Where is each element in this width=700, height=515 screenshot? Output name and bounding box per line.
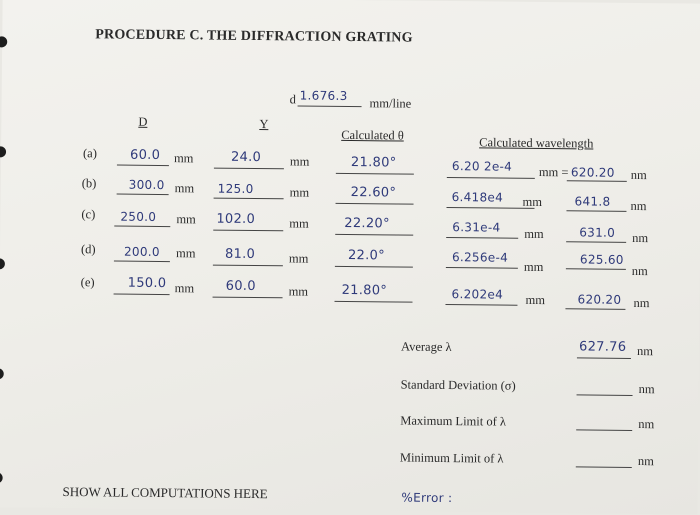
wavelength-nm-unit: nm	[630, 198, 647, 214]
y-value: 81.0	[224, 246, 256, 263]
wavelength-nm: 641.8	[574, 194, 611, 209]
max-limit-label: Maximum Limit of λ	[400, 413, 507, 429]
header-theta: Calculated θ	[341, 127, 404, 143]
d-unit: mm	[174, 181, 195, 196]
d-value: 60.0	[129, 147, 161, 164]
y-unit: mm	[288, 284, 309, 299]
row-label: (b)	[81, 176, 97, 191]
header-wavelength: Calculated wavelength	[479, 135, 594, 151]
theta-value: 22.60°	[350, 185, 397, 201]
std-dev-unit: nm	[638, 382, 655, 397]
d-unit: mm	[173, 151, 194, 166]
wavelength-nm: 620.20	[570, 165, 615, 180]
binder-hole	[0, 368, 4, 380]
d-unit: mm	[175, 246, 196, 261]
binder-hole	[0, 36, 8, 48]
percent-error-note: %Error :	[401, 490, 453, 506]
row-label: (e)	[80, 275, 95, 290]
y-unit: mm	[288, 251, 309, 266]
wavelength-mm-unit: mm	[522, 194, 543, 210]
wavelength-mm-unit: mm	[523, 259, 544, 275]
y-value: 24.0	[230, 149, 262, 166]
wavelength-nm-unit: nm	[630, 167, 647, 183]
y-value: 102.0	[216, 211, 256, 228]
max-limit-unit: nm	[638, 417, 655, 432]
d-value: 300.0	[128, 177, 165, 193]
wavelength-mm-unit: mm =	[538, 164, 569, 180]
wavelength-nm: 620.20	[577, 292, 622, 307]
wavelength-mm: 6.418e4	[451, 190, 504, 205]
wavelength-nm-unit: nm	[631, 263, 648, 279]
table-row: (d) 200.0 mm 81.0 mm 22.0° 6.256e-4 mm 6…	[3, 0, 700, 278]
wavelength-nm: 625.60	[579, 252, 624, 267]
y-unit: mm	[289, 154, 310, 169]
binder-holes	[0, 0, 11, 507]
theta-value: 21.80°	[341, 282, 388, 299]
min-limit-unit: nm	[637, 454, 654, 469]
table-row: (e) 150.0 mm 60.0 mm 21.80° 6.202e4 mm 6…	[3, 0, 700, 310]
y-unit: mm	[289, 185, 310, 200]
binder-hole	[0, 258, 5, 270]
row-label: (a)	[82, 146, 97, 161]
page-title: PROCEDURE C. THE DIFFRACTION GRATING	[95, 27, 413, 46]
table-row: (a) 60.0 mm 24.0 mm 21.80° 6.20 2e-4 mm …	[3, 0, 700, 182]
d-unit: mm	[174, 281, 195, 296]
d-value: 250.0	[120, 209, 157, 224]
y-value: 125.0	[217, 181, 254, 196]
wavelength-mm: 6.256e-4	[451, 250, 509, 265]
d-unit: mm	[176, 212, 196, 227]
y-value: 60.0	[225, 278, 256, 295]
average-value: 627.76	[578, 339, 627, 355]
d-value: 200.0	[123, 244, 160, 260]
d-value: 150.0	[127, 275, 167, 292]
d-value: 1.676.3	[299, 88, 348, 103]
wavelength-mm: 6.20 2e-4	[451, 159, 513, 174]
table-row: (c) 250.0 mm 102.0 mm 22.20° 6.31e-4 mm …	[3, 0, 700, 245]
row-label: (c)	[81, 207, 96, 222]
wavelength-nm-unit: nm	[633, 295, 650, 311]
binder-hole	[0, 472, 3, 484]
d-unit: mm/line	[369, 96, 412, 111]
theta-value: 22.0°	[347, 247, 386, 264]
wavelength-mm-unit: mm	[524, 226, 544, 242]
header-d: D	[138, 114, 148, 129]
header-y: Y	[259, 117, 269, 132]
y-unit: mm	[289, 216, 309, 231]
table-row: (b) 300.0 mm 125.0 mm 22.60° 6.418e4 mm …	[3, 0, 700, 213]
wavelength-nm: 631.0	[579, 225, 616, 240]
wavelength-mm: 6.31e-4	[452, 220, 501, 235]
wavelength-nm-unit: nm	[632, 230, 649, 246]
min-limit-label: Minimum Limit of λ	[399, 450, 504, 466]
computations-heading: SHOW ALL COMPUTATIONS HERE	[62, 484, 268, 502]
std-dev-label: Standard Deviation (σ)	[400, 377, 516, 393]
theta-value: 21.80°	[350, 155, 397, 171]
d-label: d	[289, 92, 296, 107]
wavelength-mm: 6.202e4	[451, 287, 504, 302]
average-unit: nm	[636, 344, 654, 359]
average-label: Average λ	[400, 339, 452, 355]
theta-value: 22.20°	[344, 215, 390, 232]
row-label: (d)	[80, 242, 96, 257]
binder-hole	[0, 146, 7, 158]
wavelength-mm-unit: mm	[525, 292, 546, 308]
